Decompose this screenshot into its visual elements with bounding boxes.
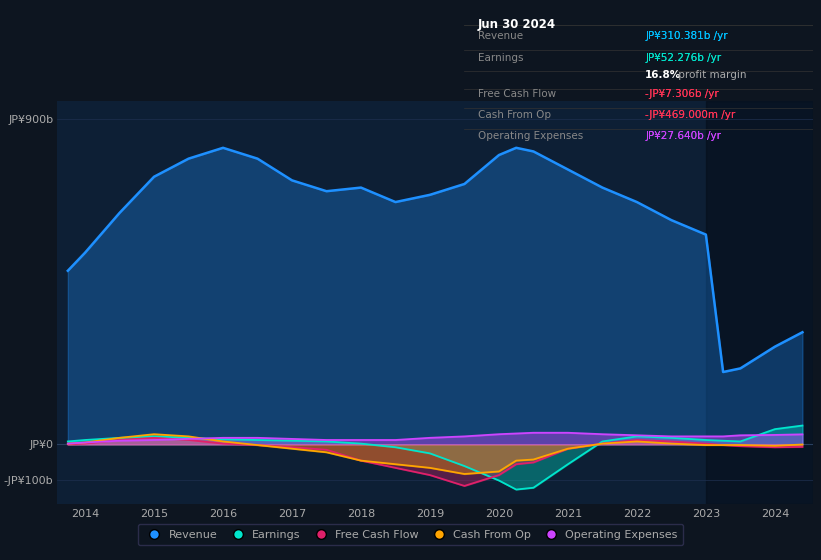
Text: JP¥310.381b /yr: JP¥310.381b /yr xyxy=(645,31,728,41)
Text: -JP¥7.306b /yr: -JP¥7.306b /yr xyxy=(645,89,719,99)
Text: Cash From Op: Cash From Op xyxy=(478,110,551,120)
Bar xyxy=(706,101,813,504)
Text: JP¥27.640b /yr: JP¥27.640b /yr xyxy=(645,131,722,141)
Text: Free Cash Flow: Free Cash Flow xyxy=(478,89,556,99)
Text: 16.8%: 16.8% xyxy=(645,70,681,80)
Text: profit margin: profit margin xyxy=(675,70,746,80)
Text: Operating Expenses: Operating Expenses xyxy=(478,131,583,141)
Text: Jun 30 2024: Jun 30 2024 xyxy=(478,18,556,31)
Text: JP¥52.276b /yr: JP¥52.276b /yr xyxy=(645,53,722,63)
Text: Earnings: Earnings xyxy=(478,53,523,63)
Legend: Revenue, Earnings, Free Cash Flow, Cash From Op, Operating Expenses: Revenue, Earnings, Free Cash Flow, Cash … xyxy=(138,524,683,545)
Text: -JP¥469.000m /yr: -JP¥469.000m /yr xyxy=(645,110,736,120)
Text: Revenue: Revenue xyxy=(478,31,523,41)
Text: JP¥27.640b /yr: JP¥27.640b /yr xyxy=(645,131,722,141)
Text: -JP¥7.306b /yr: -JP¥7.306b /yr xyxy=(645,89,719,99)
Text: JP¥52.276b /yr: JP¥52.276b /yr xyxy=(645,53,722,63)
Text: -JP¥469.000m /yr: -JP¥469.000m /yr xyxy=(645,110,736,120)
Text: JP¥310.381b /yr: JP¥310.381b /yr xyxy=(645,31,728,41)
